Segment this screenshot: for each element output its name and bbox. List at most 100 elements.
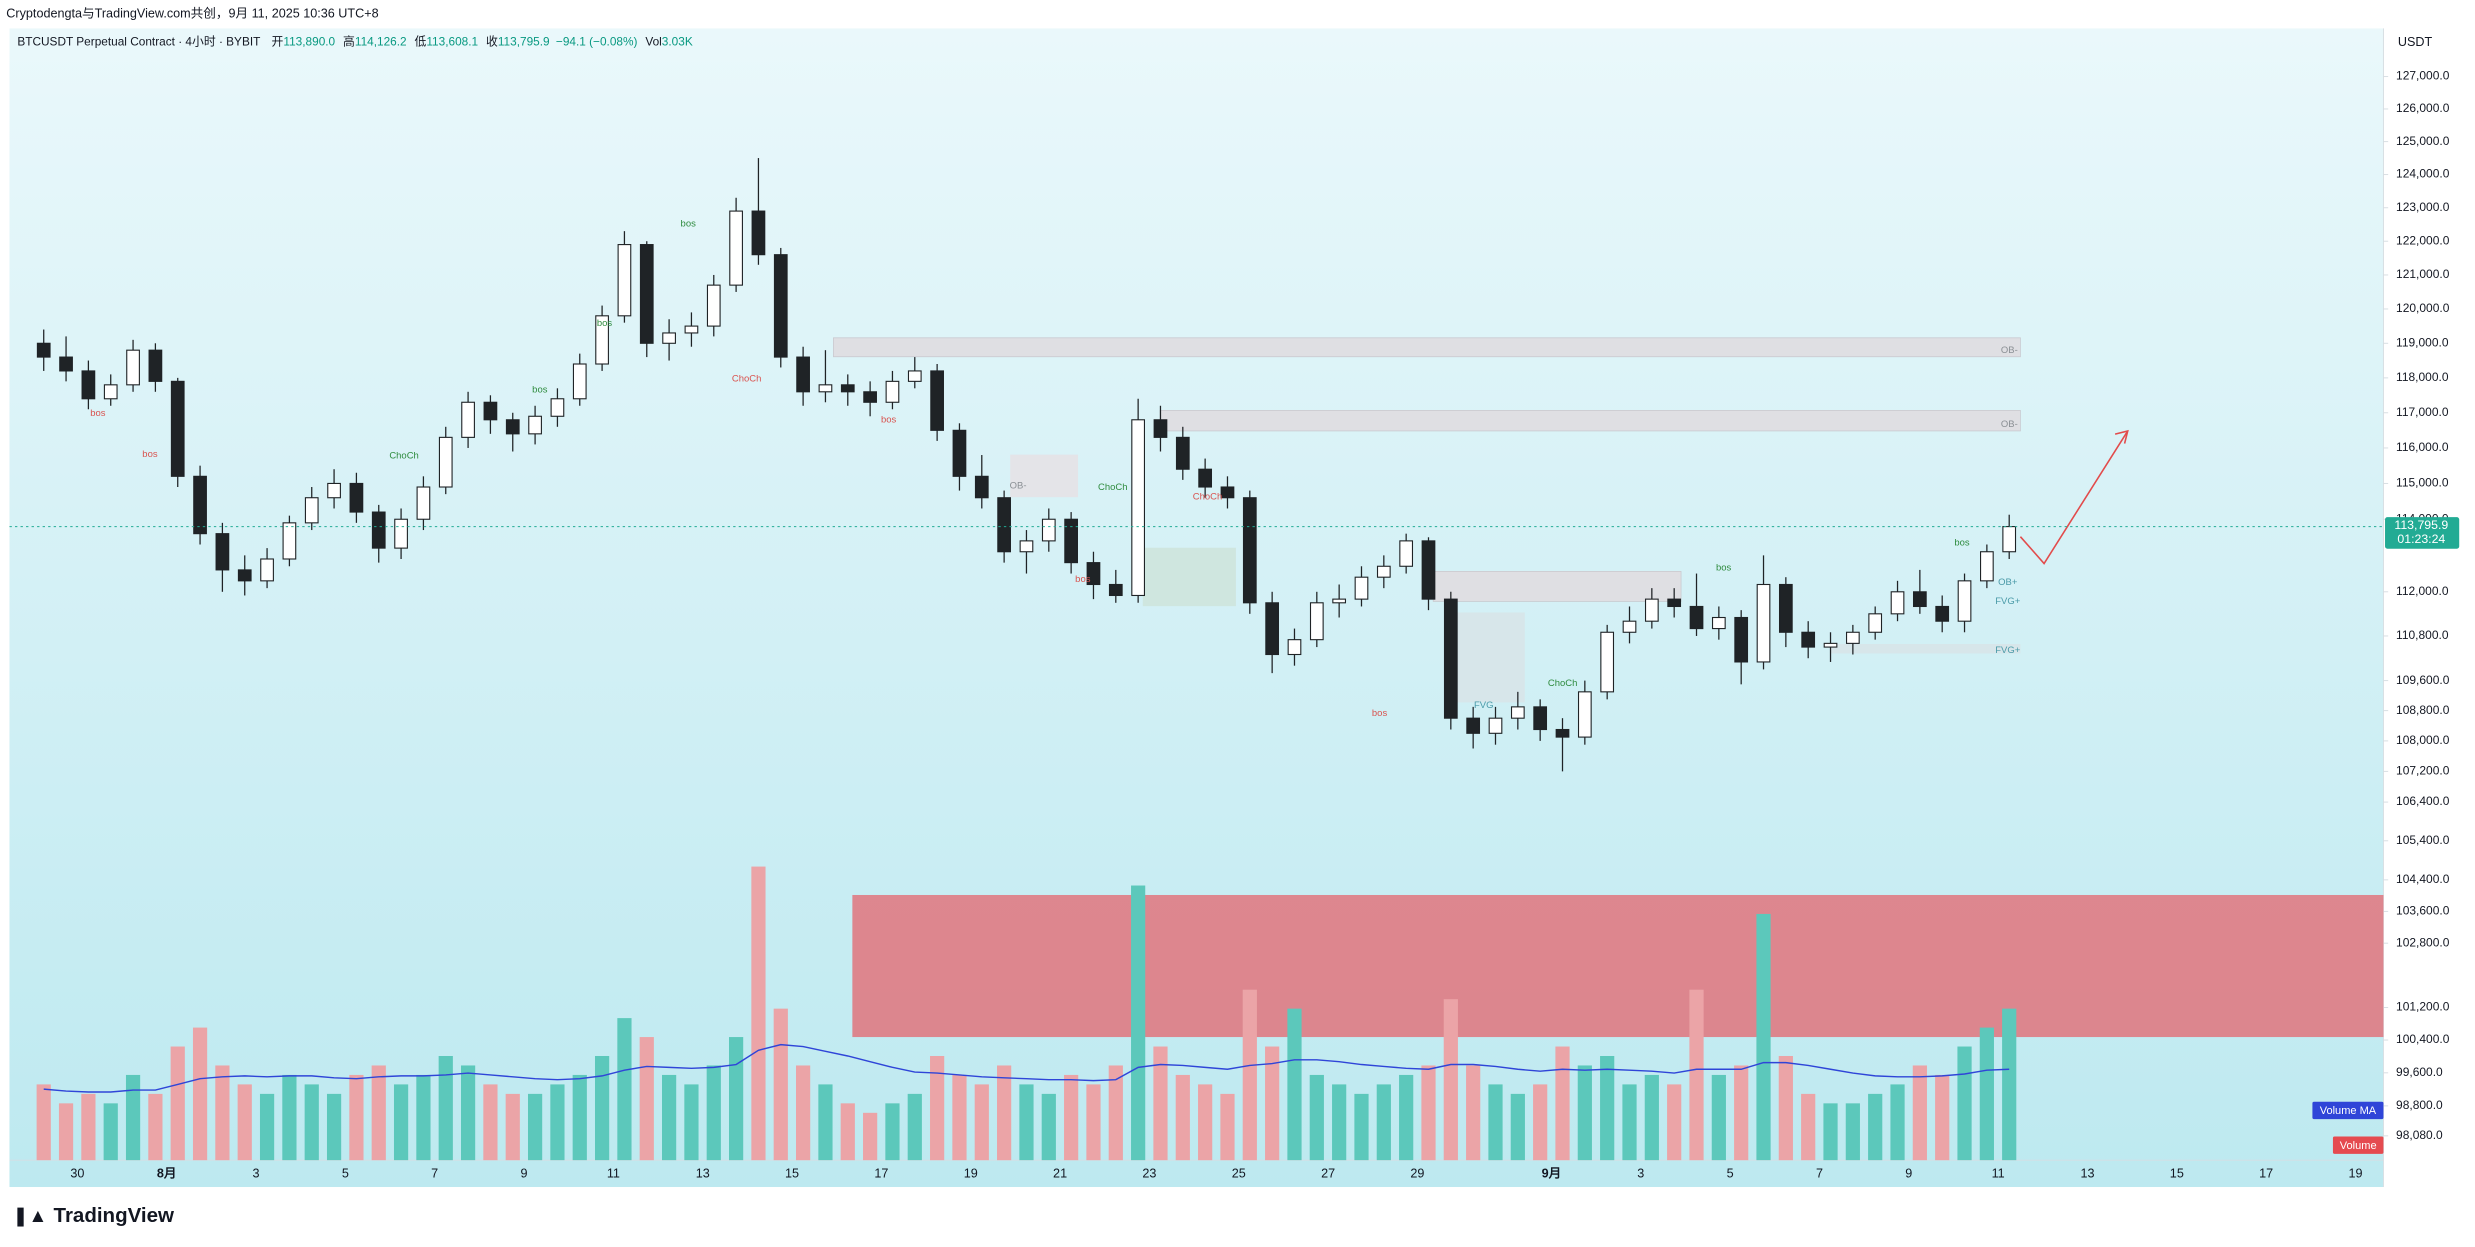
brand-name: TradingView	[54, 1204, 174, 1227]
volume-bar	[1600, 1055, 1615, 1161]
plot: 127,000.0 126,000.0 125,000.0 124,000.0 123,…	[9, 69, 2460, 1181]
x-tick-label: 11	[607, 1167, 620, 1181]
candle-body	[1555, 728, 1570, 738]
candle-body	[394, 518, 408, 549]
annotation: bos	[597, 318, 613, 329]
legend-header: BTCUSDT Perpetual Contract · 4小时 · BYBIT…	[17, 35, 692, 49]
candle-body	[684, 325, 699, 334]
candle-body	[36, 342, 51, 358]
x-tick-label: 30	[70, 1167, 84, 1181]
volume-bar	[1756, 913, 1771, 1161]
candle-body	[1667, 598, 1682, 608]
y-tick-label: 109,600.0	[2396, 673, 2450, 687]
x-tick-label: 3	[253, 1167, 260, 1181]
candle-body	[796, 356, 810, 393]
annotation: ChoCh	[732, 373, 761, 384]
x-tick-label: 13	[2080, 1167, 2094, 1181]
candle-body	[2002, 526, 2017, 553]
legend-box	[2312, 1101, 2384, 1120]
x-tick-label: 25	[1232, 1167, 1246, 1181]
x-tick-label: 17	[2259, 1167, 2273, 1181]
volume-bar	[237, 1084, 252, 1161]
x-tick-label: 13	[696, 1167, 710, 1181]
x-tick-label: 7	[431, 1167, 438, 1181]
candle-body	[550, 398, 565, 417]
zone	[1455, 612, 1525, 703]
candle-body	[1131, 419, 1146, 597]
volume-bar	[751, 866, 766, 1161]
candle-body	[304, 497, 319, 524]
y-tick-label: 120,000.0	[2396, 301, 2450, 315]
volume-bar	[460, 1065, 476, 1161]
volume-bar	[1533, 1084, 1548, 1161]
vol-value: 3.03K	[662, 35, 693, 49]
volume-bar	[594, 1055, 610, 1161]
volume-bar	[371, 1065, 386, 1161]
x-tick-label: 21	[1053, 1167, 1067, 1181]
annotation: ChoCh	[1098, 482, 1127, 493]
y-tick-label: 98,800.0	[2396, 1098, 2443, 1112]
ohlc-label: 低	[415, 35, 427, 49]
candle-body	[461, 401, 475, 438]
y-tick-label: 118,000.0	[2396, 370, 2449, 384]
annotation: bos	[1372, 708, 1388, 719]
y-tick-label: 117,000.0	[2396, 405, 2449, 419]
volume-ma-line	[43, 1043, 2010, 1093]
candle-body	[729, 210, 743, 286]
candle-body	[528, 415, 542, 435]
y-tick-label: 127,000.0	[2396, 69, 2450, 83]
annotation: ChoCh	[1193, 492, 1222, 503]
volume-bar	[1711, 1074, 1726, 1161]
y-tick-label: 115,000.0	[2396, 476, 2449, 490]
candle-body	[148, 349, 163, 382]
candle-body	[1957, 580, 1972, 622]
y-tick-label: 108,000.0	[2396, 733, 2450, 747]
candle-body	[1734, 616, 1749, 663]
volume-bar	[1376, 1084, 1391, 1161]
volume-bar	[58, 1103, 74, 1161]
currency: USDT	[2398, 35, 2433, 49]
candle-body	[773, 254, 788, 358]
volume-bar	[393, 1084, 409, 1161]
price-axis	[2383, 28, 2475, 1188]
annotation: bos	[1954, 537, 1970, 548]
brand-mark: ❚▲	[13, 1206, 48, 1227]
volume-bar	[1287, 1008, 1302, 1161]
candle-body	[1488, 717, 1503, 734]
volume-bar	[1041, 1093, 1056, 1161]
candle-body	[1577, 691, 1592, 738]
y-tick-label: 122,000.0	[2396, 233, 2450, 247]
volume-bar	[36, 1084, 51, 1161]
candle-body	[282, 522, 297, 560]
ohlc-value: 113,795.9	[498, 35, 550, 49]
x-tick-label: 9月	[1542, 1167, 1562, 1181]
volume-bar	[527, 1093, 543, 1161]
candle-body	[103, 384, 118, 400]
volume-bar	[1868, 1093, 1883, 1161]
candle-body	[1175, 436, 1190, 470]
candle-body	[59, 356, 73, 372]
candle-body	[1778, 583, 1793, 633]
last-price-box	[2385, 517, 2460, 549]
x-tick-label: 17	[874, 1167, 888, 1181]
y-tick-label: 119,000.0	[2396, 335, 2449, 349]
zone	[1432, 571, 1682, 602]
volume-bar	[796, 1065, 811, 1161]
volume-bar	[1421, 1065, 1436, 1161]
volume-bar	[1622, 1084, 1637, 1161]
candle-body	[1019, 540, 1034, 553]
volume-bar	[997, 1065, 1012, 1161]
ohlc-label: 收	[486, 35, 498, 49]
y-tick-label: 104,400.0	[2396, 872, 2450, 886]
volume-bar	[1399, 1074, 1414, 1161]
zone	[1830, 644, 2021, 654]
y-tick-label: 123,000.0	[2396, 200, 2450, 214]
annotation: bos	[681, 219, 697, 230]
legend-box	[2332, 1136, 2384, 1154]
candle-body	[907, 370, 922, 382]
volume-bar	[125, 1074, 141, 1161]
zone	[1159, 410, 2021, 432]
candle-body	[639, 244, 654, 344]
volume-bar	[617, 1018, 632, 1161]
candle-body	[863, 391, 877, 403]
